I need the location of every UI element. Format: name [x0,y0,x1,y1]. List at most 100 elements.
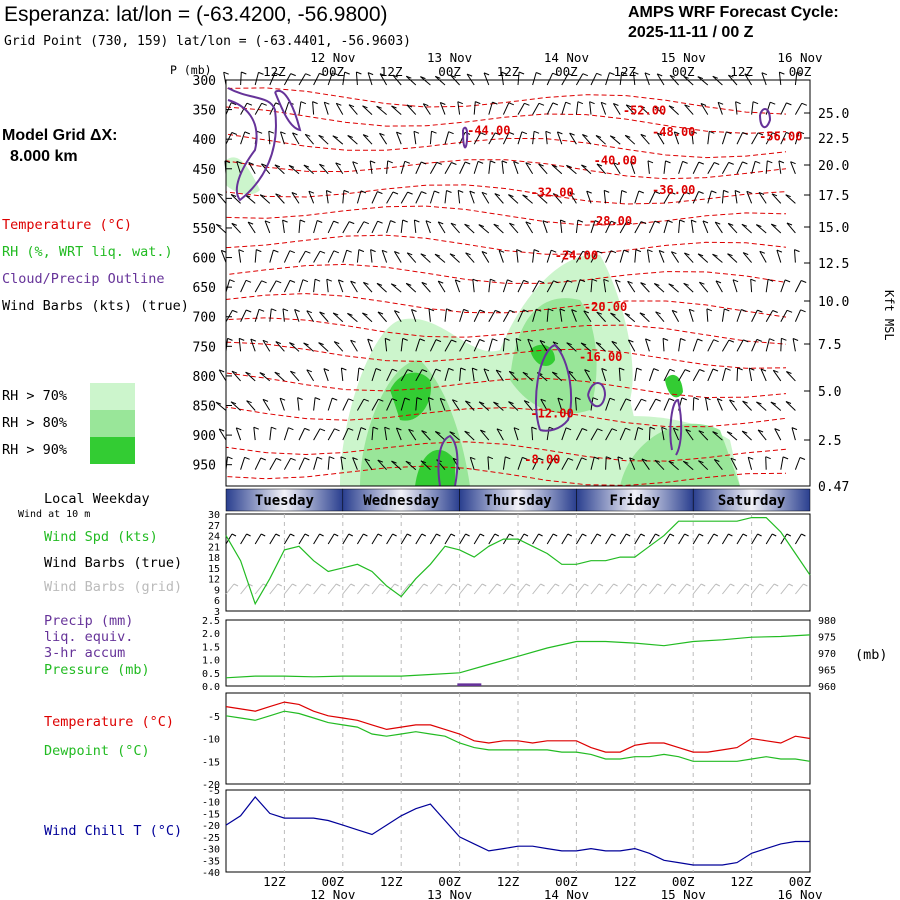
wind-barb [487,456,490,470]
wind-barb-flag [492,338,498,342]
wind-barb [406,252,417,263]
windchill-tick-label: -20 [202,821,220,832]
wind-barb-flag [537,194,543,198]
wind-barb-flag [509,370,515,374]
windchill-tick-label: -35 [202,856,220,867]
temperature-contour-label: -24.00 [555,248,598,262]
wind-barb [776,249,782,263]
grid-wind-barb-flag [671,583,677,587]
wind-barb [469,190,475,204]
wind-barb [238,338,242,352]
wind-speed-label: Wind Spd (kts) [44,529,158,545]
wind-barb-flag [715,280,722,284]
wind-barb [413,219,417,234]
wind-barb [614,279,621,293]
wind-barb-flag [260,457,266,461]
top-hour-label: 00Z [438,64,461,79]
wind-barb-flag [665,160,671,164]
wind-barb-flag [515,338,522,341]
grid-wind-barb-flag [335,583,341,587]
temperature-panel-frame [225,692,811,785]
wind-barb-flag [726,131,732,135]
wind-barb [684,252,694,263]
wind-barb-flag [336,102,342,106]
wind-height-label: Wind at 10 m [18,509,91,520]
wind-barb [254,457,262,470]
wind-barb-flag [384,426,390,430]
wind-barb-flag [617,456,624,460]
wind-barb-flag [681,397,687,401]
grid-wind-barb [517,583,527,595]
wind-barb-flag [538,102,545,106]
wind-barb-flag [326,278,332,282]
wind-barb [386,160,389,174]
wind-barb-flag [601,368,607,371]
temperature-contour [225,465,787,486]
wind-barb [605,220,612,234]
wind-barb-flag [559,308,566,312]
wind-barb [413,131,417,145]
wind-barb-flag [394,251,400,254]
wind-barb-flag [425,220,432,224]
wind-barb [561,458,569,470]
temperature-contour-label: -12.00 [530,406,573,420]
wind-barb-flag [231,222,237,226]
wind-barb [434,253,446,263]
wind-barb-flag [239,337,245,341]
wind-barb [668,105,679,115]
wind-barb-flag [595,135,602,138]
wind-barb [452,458,461,470]
wind-barb [376,283,387,293]
wind-barb [655,311,665,323]
wind-barb [605,72,610,86]
wind-barb [605,398,611,411]
wind-barb-flag [377,220,383,224]
wind-barb-flag [496,369,502,373]
wind-barb-flag [332,72,338,76]
grid-wind-barb [532,583,541,595]
surface-wind-barb-flag [494,533,500,537]
wind-barb-flag [404,160,410,164]
grid-wind-barb-flag [394,583,399,587]
surface-wind-barb-flag [260,533,266,537]
wind-barb [736,367,739,381]
wind-barb [420,253,431,263]
wind-barb [600,102,607,115]
wind-barb [371,220,379,234]
wind-barb [697,253,709,263]
wind-barb-flag [319,163,325,167]
wind-barb [625,104,636,115]
wind-barb [355,71,358,86]
wind-barb [517,71,520,86]
wind-barb [590,428,598,441]
wind-barb [575,73,584,86]
wind-barb-flag [440,102,446,105]
wind-barb [429,368,437,382]
wind-barb-flag [670,191,676,195]
wind-barb [313,457,318,470]
grid-point-subtitle: Grid Point (730, 159) lat/lon = (-63.440… [4,34,411,49]
wind-barb-flag [306,369,312,373]
wind-barb [678,219,681,234]
wind-barb-flag [610,250,617,254]
wind-barb [376,105,387,115]
wind-barb-flag [565,427,572,431]
wind-barb [742,400,752,411]
temperature-contour-label: -44.00 [467,123,510,137]
pressure-tick-label: 400 [193,133,216,148]
wind-barb-flag [734,190,741,193]
wind-barb-flag [391,460,397,464]
wind-barb-flag [363,134,369,138]
wind-barb [465,400,475,411]
wind-barb-flag [654,283,660,286]
wind-barb [736,309,742,322]
wind-barb-flag [553,280,559,284]
grid-wind-barb [473,583,483,595]
grid-wind-barb [751,583,760,595]
wind-barb [771,193,782,204]
wind-barb-flag [402,219,408,223]
wind-barb [269,249,274,263]
wind-barb-flag [654,459,661,463]
wind-barb [672,427,680,441]
wind-barb-flag [785,401,792,404]
